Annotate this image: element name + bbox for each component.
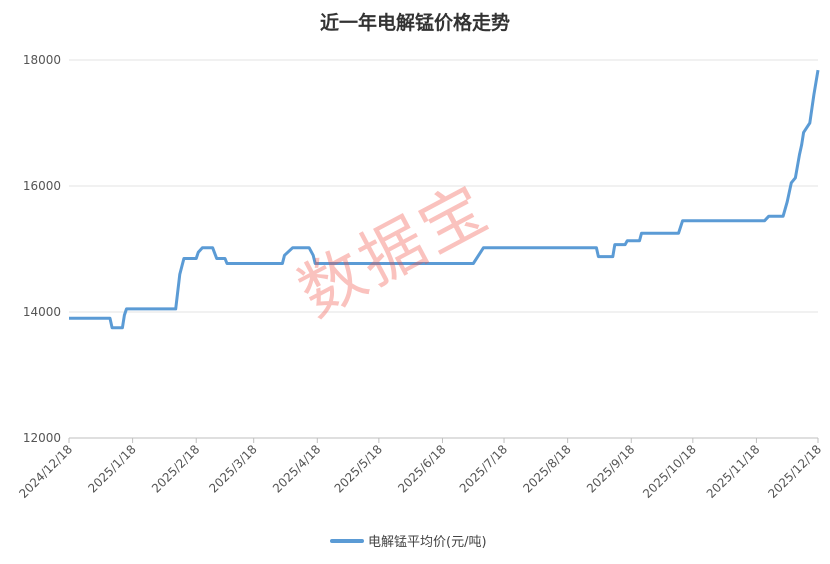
series-line xyxy=(69,69,820,330)
x-tick-label: 2025/12/18 xyxy=(765,442,824,501)
x-tick-label: 2025/4/18 xyxy=(270,442,323,495)
x-tick-label: 2025/6/18 xyxy=(395,442,448,495)
x-tick-label: 2025/7/18 xyxy=(457,442,510,495)
legend: 电解锰平均价(元/吨) xyxy=(330,531,487,550)
x-tick-label: 2025/10/18 xyxy=(640,442,699,501)
y-tick-label: 14000 xyxy=(23,305,61,319)
legend-swatch xyxy=(330,538,364,543)
legend-label: 电解锰平均价(元/吨) xyxy=(368,535,487,550)
x-tick-label: 2025/8/18 xyxy=(520,442,573,495)
y-tick-label: 12000 xyxy=(23,431,61,445)
x-tick-label: 2025/11/18 xyxy=(704,442,763,501)
chart-title: 近一年电解锰价格走势 xyxy=(319,12,510,34)
x-tick-label: 2025/2/18 xyxy=(149,442,202,495)
x-tick-label: 2024/12/18 xyxy=(16,442,75,501)
x-tick-label: 2025/9/18 xyxy=(584,442,637,495)
y-tick-label: 16000 xyxy=(23,179,61,193)
x-tick-label: 2025/1/18 xyxy=(85,442,138,495)
x-tick-label: 2025/5/18 xyxy=(332,442,385,495)
y-tick-label: 18000 xyxy=(23,53,61,67)
x-tick-label: 2025/3/18 xyxy=(206,442,259,495)
